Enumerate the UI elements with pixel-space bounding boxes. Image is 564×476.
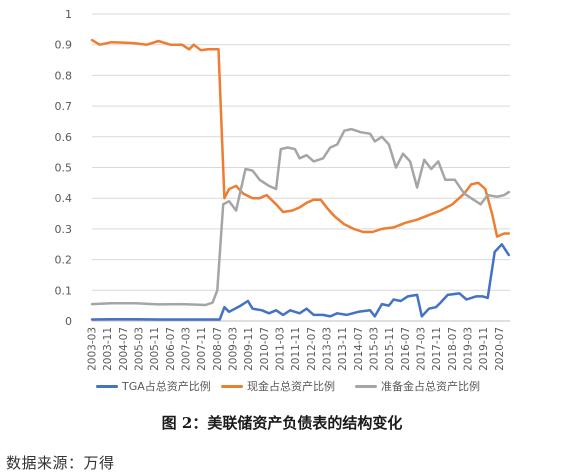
legend-swatch-reserves bbox=[355, 384, 377, 388]
series-line-1 bbox=[90, 38, 511, 238]
legend-swatch-cash bbox=[221, 384, 243, 388]
x-tick-label: 2011-11 bbox=[290, 327, 302, 371]
x-tick-label: 2010-07 bbox=[259, 327, 271, 371]
x-tick-label: 2007-03 bbox=[180, 327, 192, 371]
data-source-note: 数据来源：万得 bbox=[6, 454, 115, 472]
series-line-0 bbox=[90, 243, 511, 321]
legend-label-cash: 现金占总资产比例 bbox=[247, 380, 335, 393]
y-tick-label: 0 bbox=[65, 315, 72, 328]
x-tick-label: 2005-03 bbox=[133, 327, 145, 371]
x-tick-label: 2003-03 bbox=[86, 327, 98, 371]
legend-label-tga: TGA占总资产比例 bbox=[122, 380, 211, 393]
x-tick-label: 2003-11 bbox=[102, 327, 114, 371]
x-axis-tick-labels: 2003-03 2003-11 2004-07 2005-03 2005-11 2006-… bbox=[86, 327, 505, 371]
y-tick-label: 0.7 bbox=[55, 100, 73, 113]
legend-item-cash: 现金占总资产比例 bbox=[221, 378, 335, 394]
y-tick-label: 1 bbox=[65, 8, 72, 21]
x-tick-label: 2011-03 bbox=[274, 327, 286, 371]
legend-item-tga: TGA占总资产比例 bbox=[96, 378, 211, 394]
line-chart: 00.10.20.30.40.50.60.70.80.91 2003-03 200… bbox=[55, 8, 511, 371]
x-tick-label: 2014-07 bbox=[353, 327, 365, 371]
x-tick-label: 2013-03 bbox=[322, 327, 334, 371]
x-tick-label: 2020-07 bbox=[494, 327, 506, 371]
y-tick-label: 0.5 bbox=[55, 162, 73, 175]
x-tick-label: 2015-11 bbox=[384, 327, 396, 371]
y-tick-label: 0.4 bbox=[55, 192, 73, 205]
x-tick-label: 2016-07 bbox=[400, 327, 412, 371]
x-tick-label: 2019-11 bbox=[478, 327, 490, 371]
x-tick-label: 2006-07 bbox=[165, 327, 177, 371]
series-lines bbox=[90, 38, 511, 321]
series-line-2 bbox=[90, 127, 511, 307]
x-tick-label: 2005-11 bbox=[149, 327, 161, 371]
x-tick-label: 2019-03 bbox=[463, 327, 475, 371]
y-tick-label: 0.1 bbox=[55, 284, 73, 297]
x-tick-label: 2004-07 bbox=[118, 327, 130, 371]
y-tick-label: 0.8 bbox=[55, 69, 73, 82]
figure-caption: 图 2：美联储资产负债表的结构变化 bbox=[161, 414, 403, 432]
x-tick-label: 2009-11 bbox=[243, 327, 255, 371]
legend-swatch-tga bbox=[96, 384, 118, 388]
x-tick-label: 2008-07 bbox=[212, 327, 224, 371]
x-tick-label: 2017-11 bbox=[431, 327, 443, 371]
y-tick-label: 0.9 bbox=[55, 39, 73, 52]
y-tick-label: 0.6 bbox=[55, 131, 73, 144]
x-tick-label: 2017-03 bbox=[416, 327, 428, 371]
legend-item-reserves: 准备金占总资产比例 bbox=[355, 378, 480, 394]
x-tick-label: 2009-03 bbox=[227, 327, 239, 371]
chart-legend: TGA占总资产比例 现金占总资产比例 准备金占总资产比例 bbox=[0, 378, 564, 394]
legend-label-reserves: 准备金占总资产比例 bbox=[381, 380, 480, 393]
grid-lines bbox=[92, 13, 510, 291]
y-tick-label: 0.3 bbox=[55, 223, 73, 236]
x-tick-label: 2012-07 bbox=[306, 327, 318, 371]
x-tick-label: 2015-03 bbox=[369, 327, 381, 371]
y-axis-tick-labels: 0 0.1 0.2 0.3 0.4 0.5 0.6 0.7 0.8 0.9 1 bbox=[55, 8, 73, 328]
x-tick-label: 2018-07 bbox=[447, 327, 459, 371]
x-tick-label: 2007-11 bbox=[196, 327, 208, 371]
y-tick-label: 0.2 bbox=[55, 254, 73, 267]
x-tick-label: 2013-11 bbox=[337, 327, 349, 371]
